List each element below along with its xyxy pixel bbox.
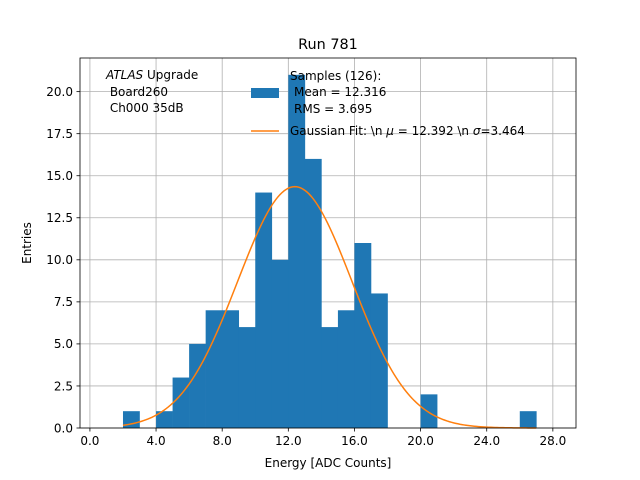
plot-frame bbox=[79, 57, 577, 429]
gaussian-fit-curve bbox=[122, 185, 537, 429]
x-tick-label: 12.0 bbox=[275, 434, 302, 448]
svg-text:ATLAS Upgrade: ATLAS Upgrade bbox=[105, 68, 198, 82]
atlas-label: ATLAS bbox=[105, 68, 144, 82]
chart-title: Run 781 bbox=[298, 37, 358, 53]
legend-fit-prefix: Gaussian Fit: \n bbox=[290, 124, 386, 138]
histogram-bar bbox=[238, 327, 256, 428]
legend-samples-mean: Mean = 12.316 bbox=[294, 85, 386, 99]
atlas-annotation: ATLAS Upgrade Board260 Ch000 35dB bbox=[105, 68, 198, 115]
y-tick-label: 7.5 bbox=[54, 295, 73, 309]
histogram-bar bbox=[189, 343, 206, 428]
histogram-bar bbox=[519, 411, 537, 428]
histogram-bar bbox=[337, 310, 355, 428]
x-tick-label: 8.0 bbox=[213, 434, 232, 448]
histogram-bar bbox=[172, 377, 190, 428]
x-axis-label: Energy [ADC Counts] bbox=[265, 456, 392, 470]
histogram-bar bbox=[420, 394, 438, 428]
y-tick-label: 20.0 bbox=[46, 85, 73, 99]
legend: Samples (126): Mean = 12.316 RMS = 3.695… bbox=[251, 69, 525, 138]
histogram-bar bbox=[304, 158, 322, 428]
histogram-bar bbox=[288, 74, 306, 429]
y-tick-label: 15.0 bbox=[46, 169, 73, 183]
y-tick-label: 2.5 bbox=[54, 379, 73, 393]
svg-text:Gaussian Fit: \n μ = 12.392 \n: Gaussian Fit: \n μ = 12.392 \n σ=3.464 bbox=[290, 124, 525, 138]
x-tick-label: 20.0 bbox=[407, 434, 434, 448]
legend-samples-line1: Samples (126): bbox=[290, 69, 381, 83]
histogram-bar bbox=[222, 310, 240, 428]
legend-samples-rms: RMS = 3.695 bbox=[294, 102, 372, 116]
x-tick-label: 0.0 bbox=[80, 434, 99, 448]
board-label: Board260 bbox=[106, 85, 168, 99]
histogram-bar bbox=[370, 293, 388, 428]
histogram-bar bbox=[156, 411, 173, 428]
y-tick-label: 0.0 bbox=[54, 421, 73, 435]
x-axis-ticks: 0.0 4.0 8.0 12.0 16.0 20.0 24.0 28.0 bbox=[80, 428, 566, 448]
legend-swatch-samples bbox=[251, 88, 279, 98]
y-axis-label: Entries bbox=[20, 222, 34, 264]
histogram-bars bbox=[122, 74, 537, 429]
x-tick-label: 24.0 bbox=[473, 434, 500, 448]
x-tick-label: 4.0 bbox=[147, 434, 166, 448]
upgrade-label: Upgrade bbox=[143, 68, 198, 82]
legend-fit-mu-symbol: μ bbox=[385, 124, 394, 138]
histogram-bar bbox=[271, 259, 289, 428]
y-axis-ticks: 0.0 2.5 5.0 7.5 10.0 12.5 15.0 17.5 20.0 bbox=[46, 85, 80, 435]
x-tick-label: 28.0 bbox=[539, 434, 566, 448]
histogram-bar bbox=[321, 327, 339, 428]
y-tick-label: 10.0 bbox=[46, 253, 73, 267]
histogram-bar bbox=[354, 243, 372, 428]
histogram-bar bbox=[255, 192, 273, 428]
y-tick-label: 17.5 bbox=[46, 127, 73, 141]
y-tick-label: 5.0 bbox=[54, 337, 73, 351]
channel-label: Ch000 35dB bbox=[106, 101, 184, 115]
histogram-bar bbox=[122, 411, 140, 428]
legend-fit-sigma-value: =3.464 bbox=[480, 124, 524, 138]
x-tick-label: 16.0 bbox=[341, 434, 368, 448]
legend-fit-mu-value: = 12.392 \n bbox=[394, 124, 473, 138]
histogram-bar bbox=[205, 310, 223, 428]
y-tick-label: 12.5 bbox=[46, 211, 73, 225]
legend-fit-sigma-symbol: σ bbox=[473, 124, 481, 138]
